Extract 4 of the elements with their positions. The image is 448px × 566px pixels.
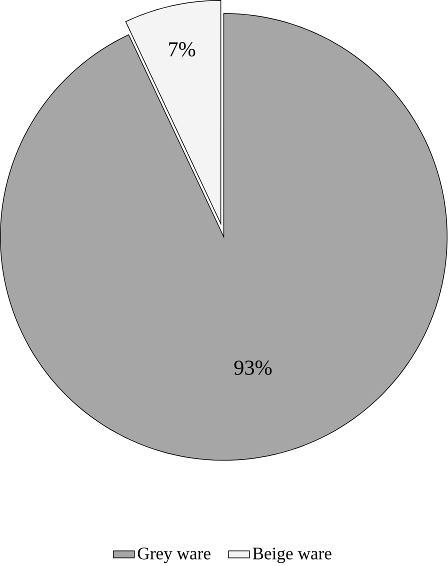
slice-label: Grey ware bbox=[138, 548, 211, 564]
data-label: 93% bbox=[234, 360, 272, 375]
legend-label: Beige ware bbox=[252, 548, 332, 564]
data-label: 7% bbox=[169, 42, 196, 57]
